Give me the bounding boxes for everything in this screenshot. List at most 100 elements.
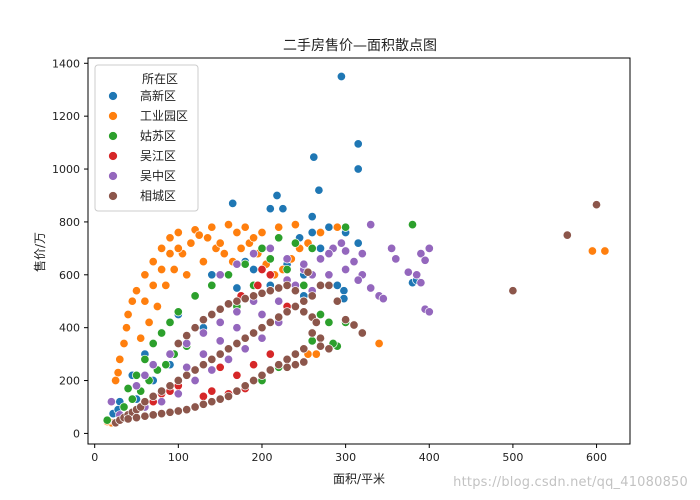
data-point (332, 222, 342, 232)
data-point (182, 405, 192, 415)
data-point (240, 381, 250, 391)
data-point (315, 227, 326, 238)
data-point (106, 397, 116, 407)
x-axis-label: 面积/平米 (333, 472, 385, 486)
data-point (303, 267, 313, 277)
data-point (274, 312, 284, 322)
data-point (257, 288, 267, 298)
data-point (207, 354, 217, 364)
data-point (223, 299, 234, 309)
data-point (148, 360, 158, 370)
data-point (148, 338, 158, 349)
data-point (203, 233, 213, 243)
data-point (198, 328, 208, 338)
data-point (274, 360, 284, 370)
data-point (157, 264, 167, 275)
data-point (253, 280, 263, 290)
data-point (249, 233, 259, 243)
data-point (324, 317, 334, 327)
x-tick-label: 300 (335, 451, 356, 464)
data-point (198, 391, 208, 401)
data-point (157, 409, 167, 419)
data-point (198, 257, 208, 267)
data-point (127, 394, 137, 404)
data-point (148, 410, 158, 420)
data-point (282, 254, 292, 264)
data-point (111, 375, 121, 386)
data-point (161, 280, 171, 290)
data-point (190, 323, 200, 333)
data-point (182, 370, 192, 380)
legend-marker (108, 191, 118, 201)
data-point (366, 283, 376, 293)
data-point (169, 264, 179, 275)
data-point (274, 296, 284, 306)
data-point (299, 307, 309, 317)
data-point (341, 246, 351, 256)
data-point (424, 307, 434, 317)
data-point (311, 349, 321, 359)
data-point (274, 233, 284, 243)
data-point (249, 291, 259, 301)
data-point (157, 328, 167, 338)
data-point (148, 391, 158, 401)
data-point (207, 309, 217, 320)
data-point (165, 381, 175, 391)
data-point (324, 249, 334, 259)
data-point (353, 238, 363, 248)
data-point (240, 333, 250, 343)
data-point (165, 233, 175, 243)
data-point (207, 365, 217, 375)
data-point (249, 249, 259, 259)
data-point (265, 317, 275, 327)
watermark: https://blog.csdn.net/qq_41080850 (453, 475, 688, 490)
data-point (140, 270, 150, 280)
data-point (207, 386, 217, 396)
data-point (272, 190, 282, 201)
data-point (407, 220, 418, 230)
data-point (140, 354, 150, 364)
data-point (173, 243, 183, 253)
data-point (182, 331, 192, 341)
data-point (190, 375, 200, 386)
data-point (587, 246, 597, 256)
data-point (282, 280, 292, 290)
data-point (336, 71, 346, 82)
data-point (324, 222, 334, 232)
data-point (257, 370, 267, 380)
data-point (215, 349, 225, 359)
data-point (299, 259, 309, 269)
data-point (349, 257, 359, 267)
data-point (161, 360, 171, 370)
data-point (311, 317, 321, 327)
data-point (249, 360, 259, 370)
data-point (309, 152, 319, 162)
legend-label: 吴江区 (140, 149, 176, 163)
data-point (257, 227, 267, 238)
legend-marker (108, 131, 118, 141)
data-point (182, 362, 192, 372)
data-point (420, 255, 430, 265)
legend-item: 工业园区 (108, 109, 188, 123)
data-point (182, 270, 192, 280)
data-point (274, 222, 284, 232)
data-point (314, 185, 324, 195)
data-point (215, 336, 225, 346)
data-point (324, 280, 334, 290)
data-point (165, 317, 175, 327)
data-point (278, 204, 288, 214)
data-point (215, 238, 225, 248)
data-point (223, 344, 234, 354)
y-tick-label: 0 (73, 427, 80, 440)
data-point (391, 254, 401, 264)
data-point (357, 328, 367, 338)
data-point (257, 243, 267, 253)
data-point (315, 254, 326, 264)
data-point (123, 309, 133, 320)
data-point (173, 375, 183, 386)
legend-marker (108, 91, 118, 101)
data-point (265, 286, 275, 296)
